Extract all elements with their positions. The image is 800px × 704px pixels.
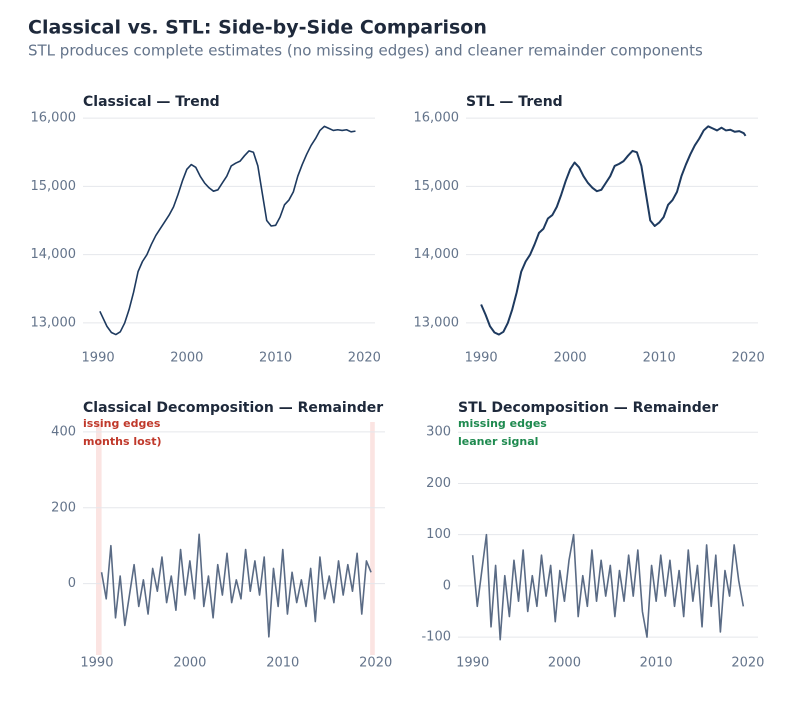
series-line — [471, 533, 745, 641]
series-line — [100, 533, 372, 638]
annotation: missing edges — [458, 417, 547, 430]
series-line — [99, 125, 356, 336]
y-tick-label: 14,000 — [414, 247, 460, 262]
x-tick-label: 2010 — [643, 351, 676, 366]
x-tick-label: 2020 — [359, 656, 392, 671]
y-tick-label: 15,000 — [31, 179, 77, 194]
y-tick-label: 400 — [51, 424, 76, 439]
series-line — [480, 125, 747, 336]
panel-title: Classical — Trend — [83, 94, 220, 110]
annotation: leaner signal — [458, 435, 538, 448]
x-tick-label: 2020 — [731, 656, 764, 671]
x-tick-label: 2000 — [170, 351, 203, 366]
missing-edge-band — [96, 422, 102, 655]
x-tick-label: 2020 — [348, 351, 381, 366]
y-tick-label: 16,000 — [414, 111, 460, 126]
y-tick-label: 300 — [426, 425, 451, 440]
x-tick-label: 2000 — [554, 351, 587, 366]
y-tick-label: 0 — [68, 576, 76, 591]
y-tick-label: 100 — [426, 527, 451, 542]
y-tick-label: 13,000 — [31, 315, 77, 330]
x-tick-label: 1990 — [465, 351, 498, 366]
y-tick-label: 15,000 — [414, 179, 460, 194]
y-tick-label: 16,000 — [31, 111, 77, 126]
x-tick-label: 2010 — [640, 656, 673, 671]
y-tick-label: 13,000 — [414, 315, 460, 330]
panel-title: STL Decomposition — Remainder — [458, 400, 718, 416]
x-tick-label: 1990 — [80, 656, 113, 671]
x-tick-label: 2010 — [259, 351, 292, 366]
panel-title: Classical Decomposition — Remainder — [83, 400, 383, 416]
annotation: months lost) — [83, 435, 161, 448]
y-tick-label: 200 — [426, 476, 451, 491]
x-tick-label: 2000 — [173, 656, 206, 671]
x-tick-label: 2010 — [266, 656, 299, 671]
figure-title: Classical vs. STL: Side-by-Side Comparis… — [28, 17, 487, 39]
missing-edge-band — [370, 422, 375, 655]
x-tick-label: 1990 — [82, 351, 115, 366]
y-tick-label: 0 — [443, 578, 451, 593]
x-tick-label: 2020 — [732, 351, 765, 366]
y-tick-label: 200 — [51, 500, 76, 515]
x-tick-label: 2000 — [548, 656, 581, 671]
y-tick-label: 14,000 — [31, 247, 77, 262]
annotation: issing edges — [83, 417, 161, 430]
x-tick-label: 1990 — [456, 656, 489, 671]
figure-subtitle: STL produces complete estimates (no miss… — [28, 42, 703, 60]
panel-title: STL — Trend — [466, 94, 563, 110]
y-tick-label: -100 — [421, 630, 451, 645]
